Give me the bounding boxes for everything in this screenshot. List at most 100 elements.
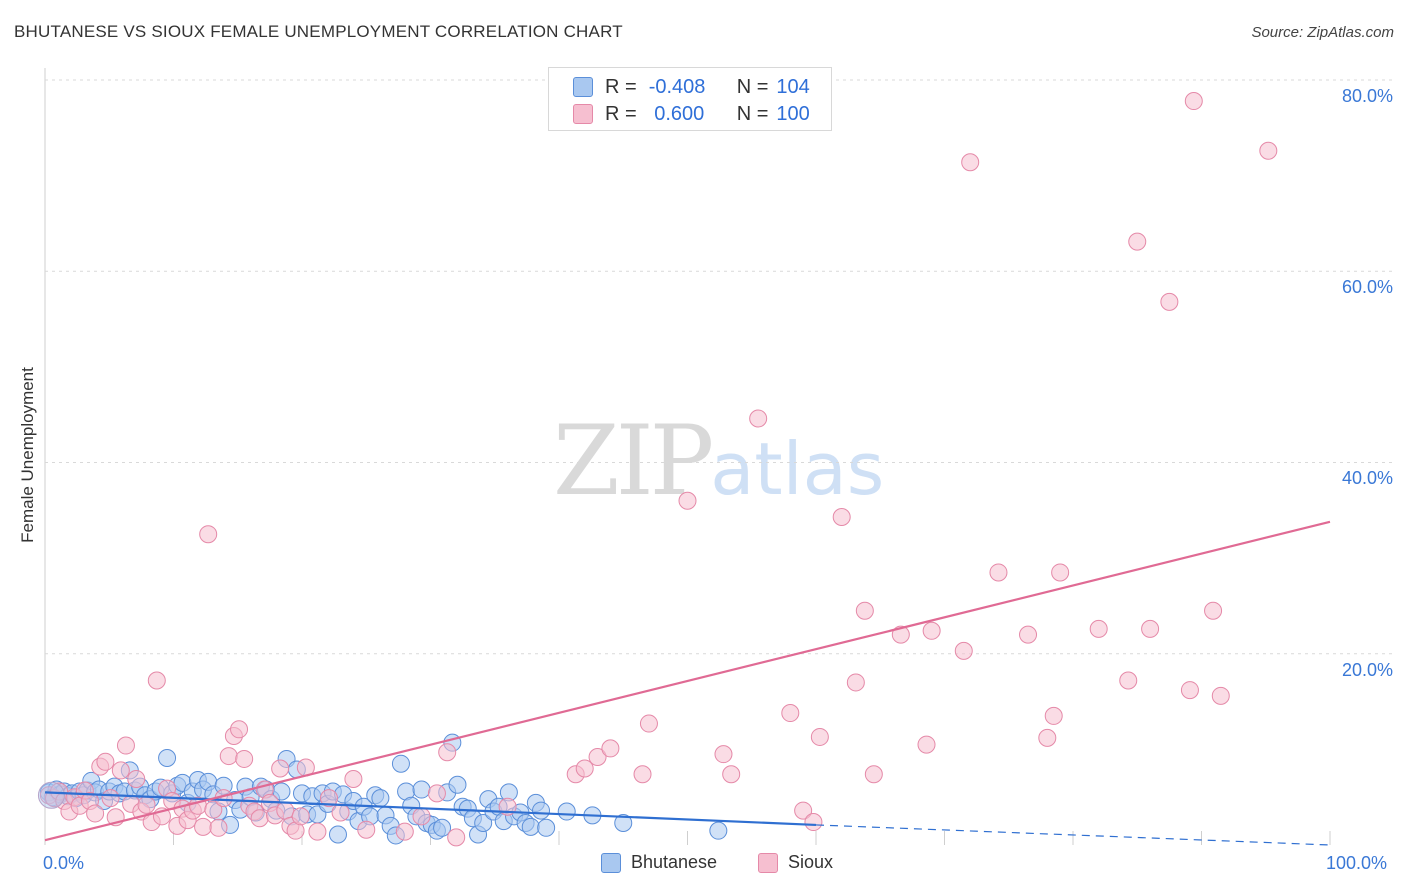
bhutanese-legend-swatch	[601, 852, 621, 873]
sioux-point-60	[447, 828, 466, 847]
sioux-swatch	[573, 104, 593, 124]
sioux-point-33	[209, 818, 228, 837]
sioux-point-78	[855, 601, 874, 620]
sioux-point-54	[344, 770, 363, 789]
sioux-point-63	[575, 759, 594, 778]
sioux-point-79	[864, 765, 883, 784]
sioux-point-88	[1044, 706, 1063, 725]
sioux-point-75	[810, 727, 829, 746]
bhutanese-point-96	[521, 817, 540, 836]
sioux-point-92	[1128, 232, 1147, 251]
r-label: R =	[605, 75, 637, 98]
bhutanese-point-103	[614, 814, 633, 833]
sioux-point-73	[794, 801, 813, 820]
bhutanese-swatch	[573, 77, 593, 97]
sioux-point-35	[219, 747, 238, 766]
sioux-point-89	[1051, 563, 1070, 582]
sioux-point-31	[199, 525, 218, 544]
bhutanese-point-100	[557, 802, 576, 821]
sioux-point-98	[1211, 686, 1230, 705]
source-credit: Source: ZipAtlas.com	[1251, 24, 1394, 41]
x-tick-label-max: 100.0%	[1326, 853, 1388, 873]
sioux-point-96	[1184, 92, 1203, 111]
sioux-point-90	[1089, 619, 1108, 638]
sioux-point-83	[954, 641, 973, 660]
sioux-point-52	[319, 789, 338, 808]
sioux-point-84	[961, 153, 980, 172]
sioux-point-19	[137, 795, 156, 814]
chart-title: BHUTANESE VS SIOUX FEMALE UNEMPLOYMENT C…	[14, 22, 623, 41]
y-tick-label-80: 80.0%	[1341, 86, 1393, 106]
sioux-legend-swatch	[758, 852, 778, 873]
n-label: N =	[736, 102, 769, 125]
sioux-point-71	[749, 409, 768, 428]
origin-cluster-point	[37, 781, 65, 809]
sioux-point-59	[438, 743, 457, 762]
sioux-point-41	[250, 809, 269, 828]
sioux-point-51	[308, 822, 327, 841]
bhutanese-point-79	[433, 818, 452, 837]
correlation-legend: R = -0.408 N = 104 R = 0.600 N = 100	[548, 67, 832, 131]
bhutanese-point-75	[412, 780, 431, 799]
y-tick-label-20: 20.0%	[1341, 660, 1393, 680]
sioux-point-49	[291, 807, 310, 826]
bhutanese-point-99	[537, 818, 556, 837]
r-value: -0.408	[648, 75, 706, 98]
sioux-point-70	[722, 765, 741, 784]
bhutanese-point-26	[158, 748, 177, 767]
sioux-point-46	[276, 801, 295, 820]
sioux-point-15	[116, 736, 135, 755]
sioux-point-69	[714, 745, 733, 764]
y-axis-label: Female Unemployment	[18, 367, 37, 543]
r-value: 0.600	[648, 102, 705, 125]
bhutanese-point-59	[328, 825, 347, 844]
bhutanese-trend-line	[44, 791, 817, 827]
sioux-point-55	[357, 820, 376, 839]
sioux-point-80	[891, 625, 910, 644]
bottom-legend-sioux[interactable]: Sioux	[758, 852, 833, 873]
sioux-point-9	[86, 804, 105, 823]
bhutanese-trend-extension	[815, 824, 1331, 846]
bhutanese-point-87	[474, 814, 493, 833]
sioux-point-77	[846, 673, 865, 692]
sioux-point-95	[1180, 681, 1199, 700]
sioux-point-12	[101, 789, 120, 808]
y-tick-label-60: 60.0%	[1341, 277, 1393, 297]
sioux-point-37	[230, 720, 249, 739]
r-label: R =	[605, 102, 637, 125]
sioux-point-97	[1204, 601, 1223, 620]
sioux-point-53	[331, 803, 350, 822]
x-tick-label-min: 0.0%	[43, 853, 85, 873]
sioux-point-57	[412, 807, 431, 826]
sioux-point-14	[111, 761, 130, 780]
sioux-point-87	[1038, 728, 1057, 747]
sioux-point-56	[395, 822, 414, 841]
sioux-point-86	[1019, 625, 1038, 644]
sioux-point-65	[601, 739, 620, 758]
bottom-legend-bhutanese[interactable]: Bhutanese	[601, 852, 717, 873]
sioux-point-74	[804, 813, 823, 832]
sioux-point-58	[427, 784, 446, 803]
sioux-point-11	[96, 752, 115, 771]
sioux-point-64	[588, 748, 607, 767]
n-label: N =	[736, 75, 769, 98]
sioux-point-99	[1259, 141, 1278, 160]
sioux-trend-line	[44, 520, 1331, 842]
sioux-point-17	[127, 770, 146, 789]
bhutanese-point-71	[391, 754, 410, 773]
legend-row-sioux: R = 0.600 N = 100	[573, 102, 810, 126]
sioux-point-21	[147, 671, 166, 690]
sioux-point-94	[1160, 292, 1179, 311]
sioux-point-68	[678, 491, 697, 510]
sioux-point-38	[235, 749, 254, 768]
sioux-point-30	[194, 817, 213, 836]
sioux-point-91	[1119, 671, 1138, 690]
sioux-point-93	[1141, 619, 1160, 638]
bhutanese-point-102	[709, 821, 728, 840]
watermark-atlas: atlas	[710, 427, 885, 511]
sioux-point-81	[917, 735, 936, 754]
sioux-point-85	[989, 563, 1008, 582]
bhutanese-point-67	[371, 789, 390, 808]
sioux-point-45	[271, 759, 290, 778]
